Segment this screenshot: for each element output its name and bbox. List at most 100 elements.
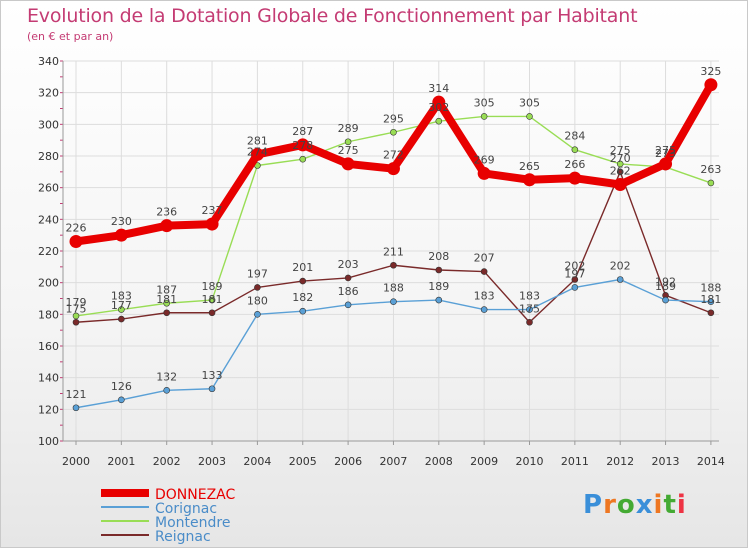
data-point-corignac	[662, 296, 669, 304]
data-point-reignac	[118, 315, 125, 323]
data-point-montendre	[118, 306, 125, 313]
data-label-montendre: 183	[111, 290, 132, 303]
data-label-donnezac: 272	[383, 149, 404, 162]
data-label-montendre: 273	[655, 147, 676, 160]
data-label-corignac: 126	[111, 380, 132, 393]
data-label-donnezac: 287	[292, 125, 313, 138]
data-label-montendre: 275	[610, 144, 631, 157]
data-point-corignac	[435, 296, 443, 304]
data-label-montendre: 274	[247, 146, 268, 159]
data-point-montendre	[390, 128, 397, 136]
x-tick-label: 2004	[243, 455, 271, 468]
y-tick-label: 140	[38, 372, 59, 385]
data-point-donnezac	[205, 217, 219, 231]
data-label-donnezac: 262	[610, 165, 631, 178]
data-label-reignac: 270	[610, 152, 631, 165]
data-point-donnezac	[432, 95, 446, 109]
data-point-reignac	[208, 309, 216, 317]
data-point-reignac	[390, 261, 397, 269]
data-label-donnezac: 236	[156, 206, 177, 219]
data-point-donnezac	[523, 173, 536, 187]
data-label-reignac: 197	[247, 267, 268, 280]
data-point-corignac	[344, 301, 352, 309]
data-label-montendre: 187	[156, 283, 177, 296]
legend-label-corignac: Corignac	[155, 501, 217, 517]
data-label-montendre: 278	[292, 139, 313, 152]
y-tick-label: 280	[38, 150, 59, 163]
data-label-corignac: 189	[428, 280, 449, 293]
data-label-reignac: 177	[111, 299, 132, 312]
axes: 100 120 140 160 180 200 220 240 260 280 300 320 340 2…	[38, 55, 725, 468]
data-label-corignac: 202	[610, 260, 631, 273]
data-point-reignac	[571, 276, 579, 283]
data-label-reignac: 211	[383, 245, 404, 258]
x-tick-label: 2010	[516, 455, 544, 468]
data-point-corignac	[480, 306, 488, 313]
data-point-montendre	[208, 296, 216, 304]
data-point-reignac	[299, 277, 307, 285]
data-label-donnezac: 281	[247, 134, 268, 147]
data-label-donnezac: 275	[338, 144, 359, 157]
data-point-corignac	[208, 385, 216, 393]
data-point-reignac	[480, 268, 488, 275]
chart-subtitle: (en € et par an)	[27, 30, 114, 43]
data-point-corignac	[163, 387, 170, 394]
data-label-corignac: 183	[474, 290, 495, 303]
data-label-corignac: 133	[202, 369, 223, 382]
x-tick-label: 2007	[379, 455, 407, 468]
data-label-corignac: 188	[383, 282, 404, 295]
legend-label-reignac: Reignac	[155, 529, 211, 545]
data-point-montendre	[480, 113, 488, 120]
data-point-montendre	[299, 155, 307, 163]
data-point-donnezac	[386, 162, 400, 176]
data-point-montendre	[163, 299, 170, 307]
data-point-donnezac	[568, 171, 582, 185]
proxiti-logo: Proxiti	[583, 490, 687, 520]
data-label-corignac: 188	[700, 282, 721, 295]
data-point-donnezac	[296, 138, 310, 152]
data-label-donnezac: 230	[111, 215, 132, 228]
data-label-corignac: 180	[247, 294, 268, 307]
data-point-donnezac	[250, 147, 264, 161]
data-label-montendre: 295	[383, 112, 404, 125]
data-label-donnezac: 266	[564, 158, 585, 171]
data-point-reignac	[707, 309, 715, 317]
data-label-montendre: 284	[564, 130, 585, 143]
x-tick-label: 2013	[652, 455, 680, 468]
data-label-montendre: 263	[700, 163, 721, 176]
data-point-corignac	[526, 306, 533, 313]
data-label-corignac: 197	[564, 267, 585, 280]
data-point-montendre	[435, 117, 443, 125]
data-point-reignac	[616, 168, 624, 176]
data-point-montendre	[707, 179, 715, 187]
data-point-donnezac	[69, 235, 83, 248]
data-point-reignac	[254, 284, 261, 291]
data-label-montendre: 302	[428, 101, 449, 114]
data-label-reignac: 203	[338, 258, 359, 271]
y-tick-label: 320	[38, 87, 59, 100]
data-point-montendre	[526, 113, 533, 120]
data-point-donnezac	[114, 228, 128, 242]
y-tick-label: 160	[38, 340, 59, 353]
data-label-montendre: 189	[202, 280, 223, 293]
data-point-reignac	[344, 274, 352, 282]
data-point-corignac	[707, 298, 715, 305]
data-label-donnezac: 237	[202, 204, 223, 217]
data-label-montendre: 289	[338, 122, 359, 135]
y-tick-label: 260	[38, 182, 59, 195]
y-tick-label: 220	[38, 245, 59, 258]
data-point-reignac	[72, 318, 80, 326]
x-tick-label: 2001	[107, 455, 135, 468]
y-tick-label: 100	[38, 435, 59, 448]
data-label-corignac: 121	[66, 388, 87, 401]
data-point-montendre	[571, 146, 579, 153]
data-point-montendre	[344, 138, 352, 146]
data-point-montendre	[616, 160, 624, 168]
data-point-donnezac	[160, 219, 174, 233]
data-label-donnezac: 314	[428, 82, 449, 95]
x-tick-label: 2006	[334, 455, 362, 468]
x-tick-label: 2003	[198, 455, 226, 468]
data-label-corignac: 132	[156, 370, 177, 383]
